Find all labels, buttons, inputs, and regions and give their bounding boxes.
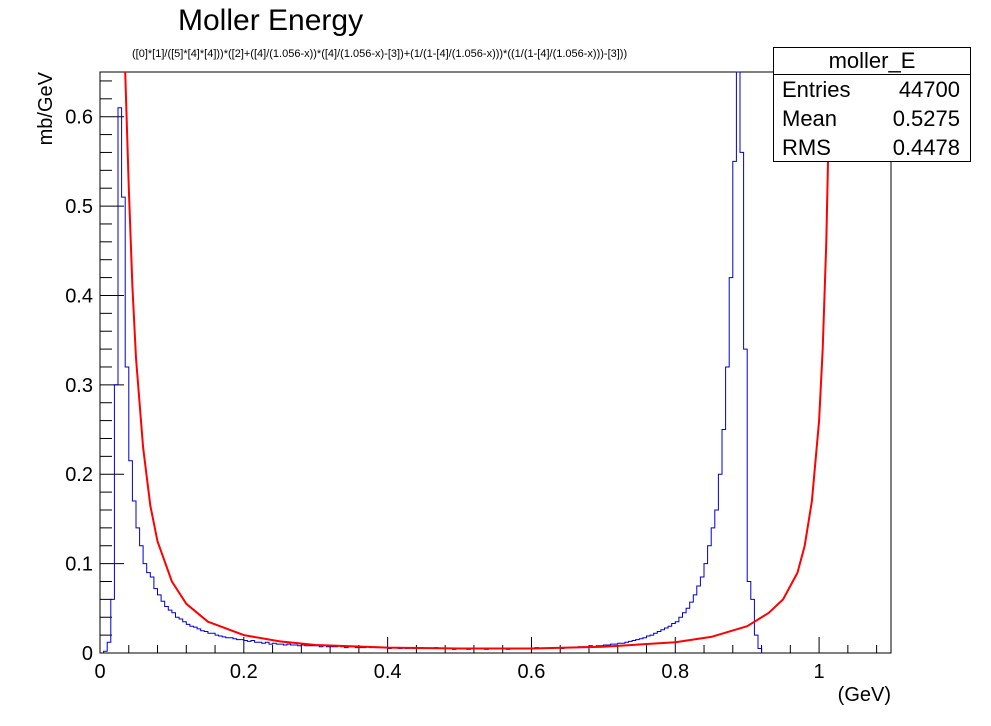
y-tick-labels: 0 0.1 0.2 0.3 0.4 0.5 0.6 xyxy=(65,107,93,665)
y-axis-label: mb/GeV xyxy=(35,71,57,145)
stats-row-mean: Mean 0.5275 xyxy=(774,104,970,133)
x-tick-labels: 0 0.2 0.4 0.6 0.8 1 xyxy=(94,661,824,683)
y-tick-label: 0.5 xyxy=(65,196,93,218)
stats-label: Entries xyxy=(782,77,851,102)
y-tick-label: 0.3 xyxy=(65,375,93,397)
stats-value: 0.4478 xyxy=(892,135,960,160)
stats-label: RMS xyxy=(782,135,831,160)
stats-value: 0.5275 xyxy=(892,106,960,131)
x-tick-label: 0.4 xyxy=(374,661,402,683)
stats-value: 44700 xyxy=(898,77,960,102)
histogram-line xyxy=(103,71,763,653)
chart-title: Moller Energy xyxy=(178,4,364,37)
x-axis-label: (GeV) xyxy=(838,684,891,706)
stats-box-name: moller_E xyxy=(774,48,970,75)
y-tick-label: 0.2 xyxy=(65,464,93,486)
x-tick-label: 0.2 xyxy=(230,661,258,683)
y-tick-label: 0.1 xyxy=(65,554,93,576)
y-tick-label: 0.4 xyxy=(65,285,93,307)
stats-box: moller_E Entries 44700 Mean 0.5275 RMS 0… xyxy=(773,47,971,162)
frame xyxy=(99,71,892,654)
x-tick-label: 1 xyxy=(814,661,825,683)
stats-label: Mean xyxy=(782,106,838,131)
stats-row-entries: Entries 44700 xyxy=(774,75,970,104)
x-ticks xyxy=(99,637,878,653)
y-tick-label: 0 xyxy=(82,643,93,665)
y-ticks xyxy=(100,80,124,654)
x-tick-label: 0.6 xyxy=(518,661,546,683)
histogram-series xyxy=(103,71,763,653)
x-tick-label: 0 xyxy=(94,661,105,683)
x-tick-label: 0.8 xyxy=(661,661,689,683)
fit-curve xyxy=(124,71,831,650)
fit-formula: ([0]*[1]/([5]*[4]*[4]))*([2]+([4]/(1.056… xyxy=(132,48,628,60)
stats-row-rms: RMS 0.4478 xyxy=(774,133,970,162)
y-tick-label: 0.6 xyxy=(65,107,93,129)
fit-series xyxy=(124,71,831,650)
